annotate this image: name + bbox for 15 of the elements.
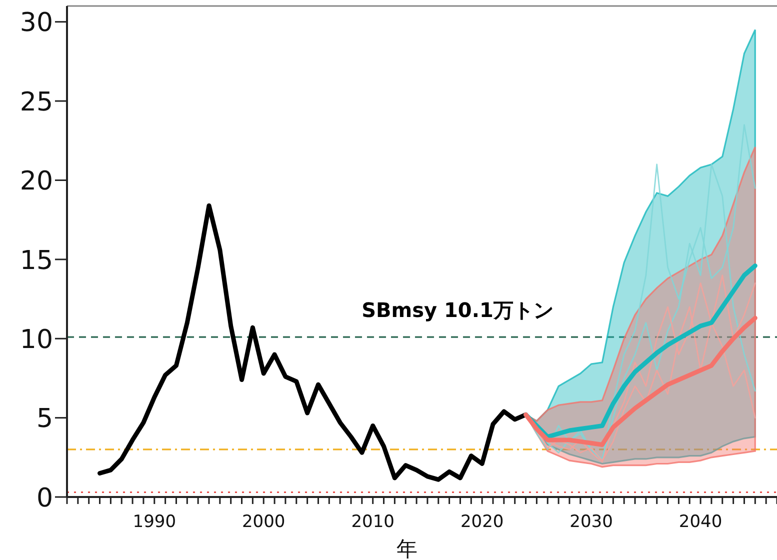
x-tick-label: 1990 [132,512,176,532]
x-axis-title: 年 [396,537,418,560]
y-tick-label: 5 [36,404,53,434]
y-tick-label: 0 [36,483,53,514]
ref-line-label: SBmsy 10.1万トン [362,298,554,322]
y-tick-label: 30 [20,8,53,38]
x-tick-label: 2020 [460,512,504,532]
y-tick-label: 20 [20,166,53,197]
y-tick-label: 15 [20,246,53,276]
y-tick-label: 25 [20,87,53,118]
x-tick-label: 2000 [242,512,286,532]
y-tick-label: 10 [20,324,53,355]
x-tick-label: 2010 [351,512,394,532]
x-tick-label: 2040 [678,512,722,532]
x-tick-label: 2030 [570,512,613,532]
